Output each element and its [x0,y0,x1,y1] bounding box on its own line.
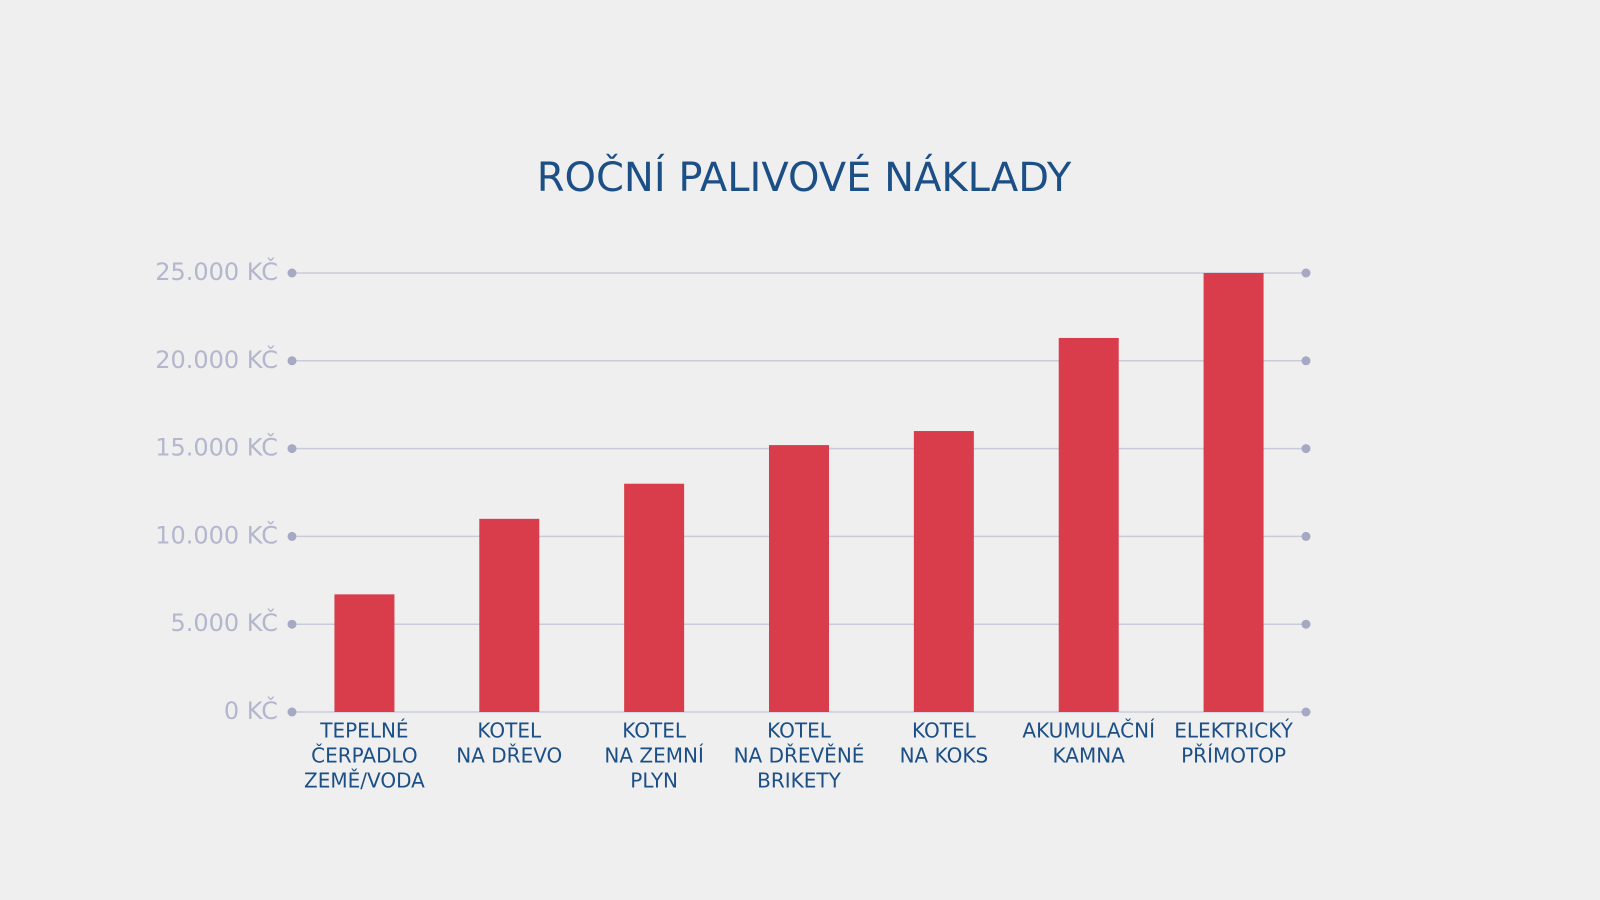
tick-dot [287,707,297,717]
x-tick-label: ELEKTRICKÝ [1174,719,1293,743]
tick-dot [1301,444,1311,454]
x-tick-label: KOTEL [477,719,542,743]
x-tick-label: KAMNA [1053,744,1126,768]
x-tick-label: NA DŘEVO [456,744,562,768]
tick-dot [1301,707,1311,717]
tick-dot [287,356,297,366]
x-tick-label: ČERPADLO [311,744,418,768]
tick-dot [287,444,297,454]
tick-dot [1301,356,1311,366]
x-tick-label: NA KOKS [900,744,989,768]
bar [334,594,395,712]
x-tick-label: KOTEL [767,719,832,743]
x-tick-label: KOTEL [912,719,977,743]
bar [479,518,540,712]
bar [1203,273,1264,712]
x-tick-label: ZEMĚ/VODA [304,769,425,793]
tick-dot [1301,619,1311,629]
bar [769,445,829,712]
tick-dot [287,268,297,278]
y-tick-label: 20.000 KČ [155,344,278,374]
bar [624,483,685,712]
bar [913,431,974,712]
x-tick-label: NA DŘEVĚNÉ [734,744,865,768]
y-tick-label: 10.000 KČ [155,519,278,549]
bar [1058,337,1119,712]
x-tick-label: TEPELNÉ [319,719,408,743]
y-tick-label: 5.000 KČ [170,607,278,637]
x-tick-label: NA ZEMNÍ [604,744,704,768]
y-tick-label: 25.000 KČ [155,256,278,286]
x-tick-label: AKUMULAČNÍ [1022,719,1155,743]
x-tick-label: KOTEL [622,719,687,743]
chart-title: ROČNÍ PALIVOVÉ NÁKLADY [537,153,1072,201]
tick-dot [287,619,297,629]
tick-dot [1301,268,1311,278]
y-tick-label: 15.000 KČ [155,432,278,462]
x-tick-label: PŘÍMOTOP [1181,744,1286,768]
y-tick-label: 0 KČ [224,695,278,725]
tick-dot [287,531,297,541]
tick-dot [1301,531,1311,541]
x-tick-label: PLYN [630,769,678,793]
x-tick-label: BRIKETY [757,769,841,793]
